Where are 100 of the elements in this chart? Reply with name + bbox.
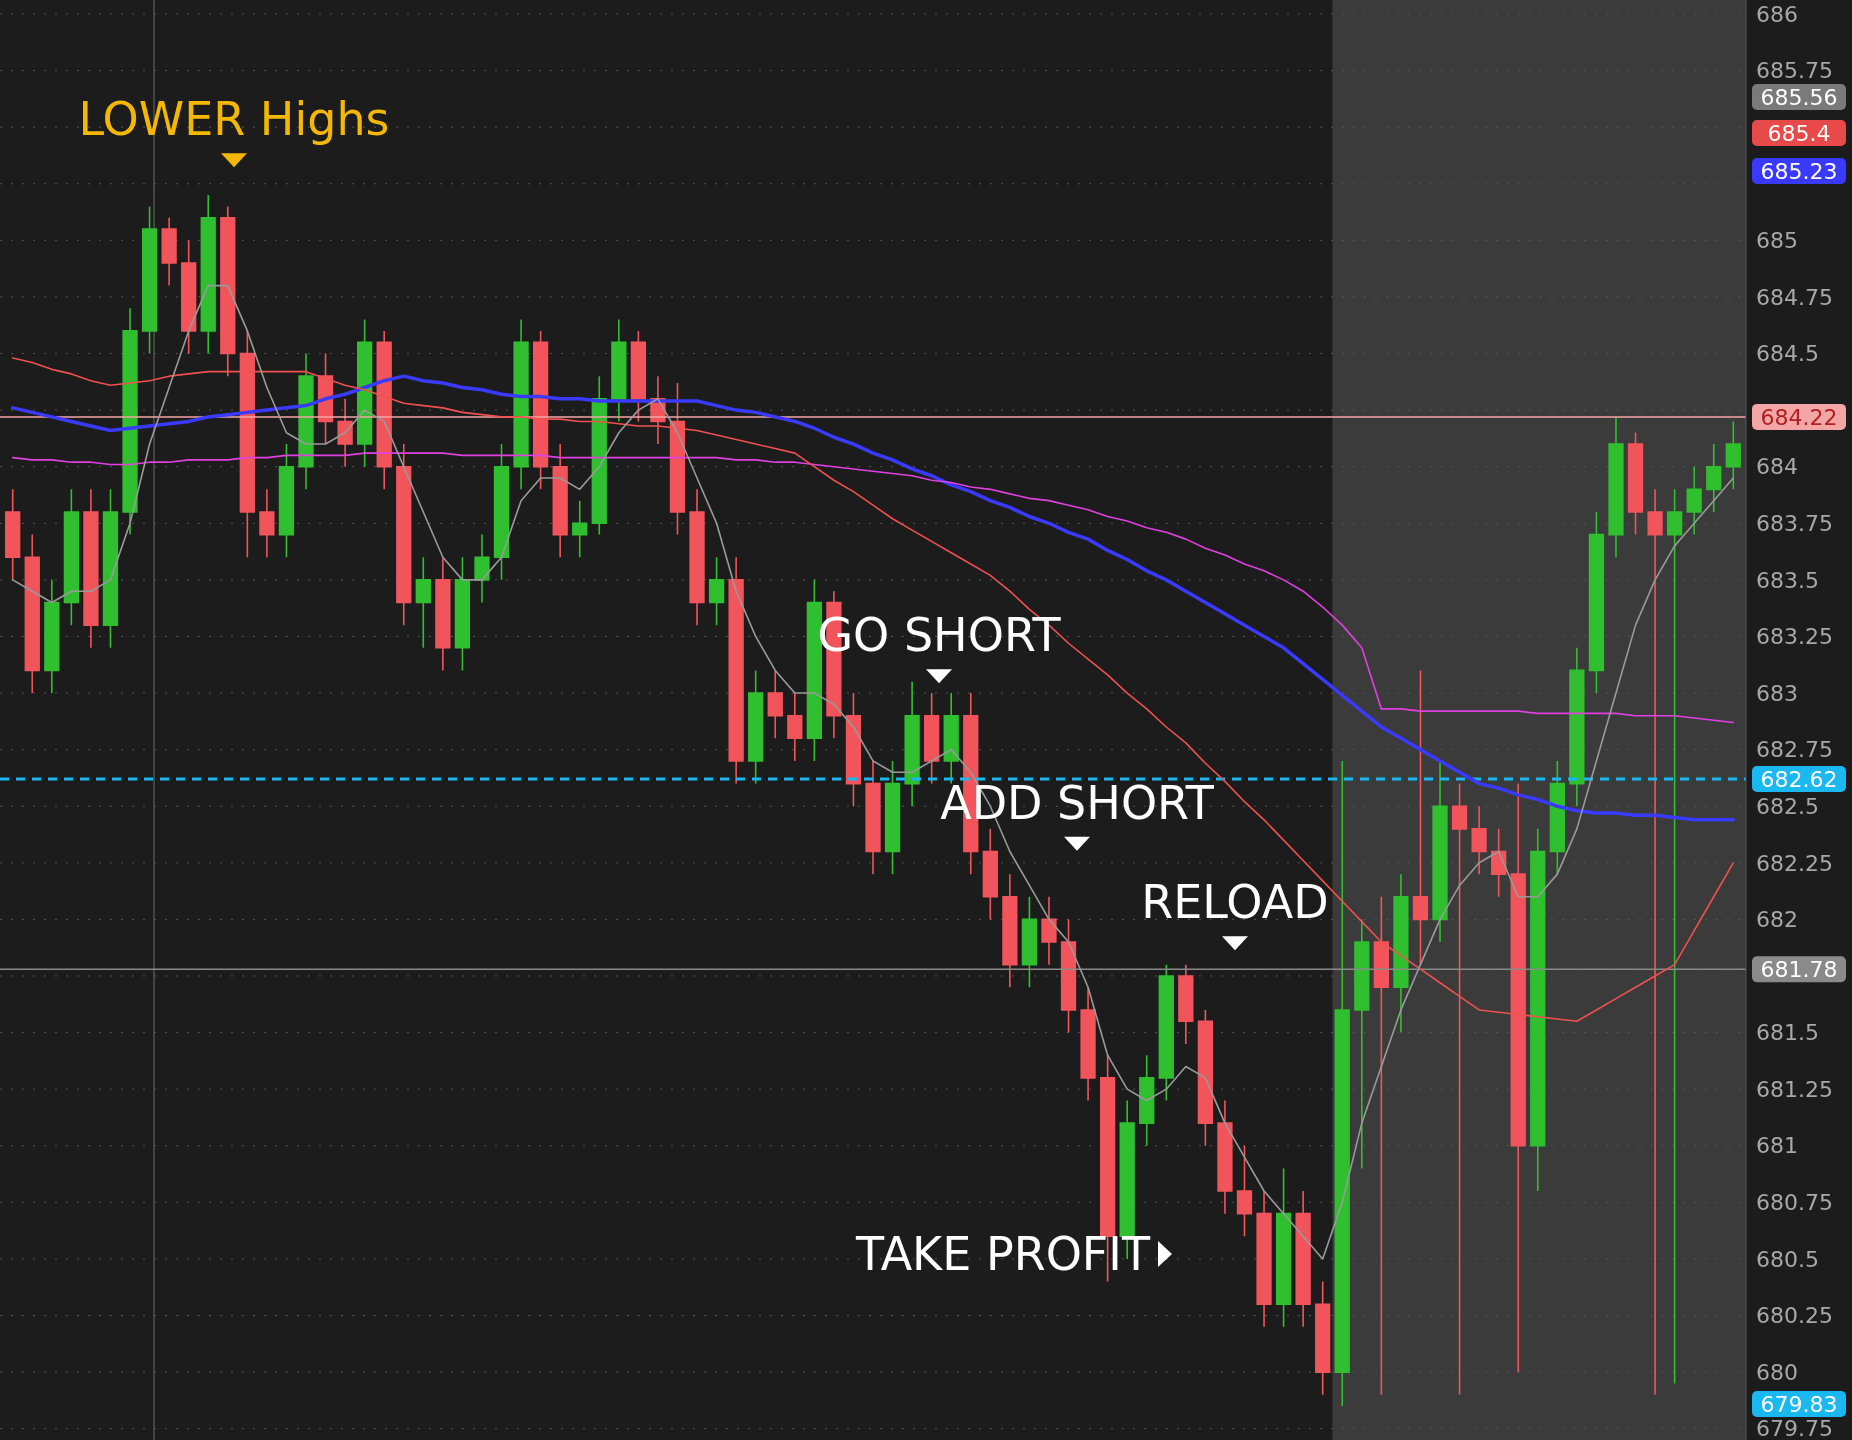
candlestick	[24, 533, 40, 694]
candlestick	[1627, 431, 1644, 536]
y-tick-label: 681.5	[1756, 1020, 1819, 1046]
candlestick	[904, 680, 920, 808]
y-tick-label: 684.75	[1756, 284, 1833, 310]
candlestick	[1608, 416, 1624, 559]
y-tick-label: 682	[1756, 907, 1798, 933]
candlestick	[259, 488, 275, 559]
candlestick	[122, 307, 138, 536]
y-tick-label: 685.75	[1756, 58, 1833, 84]
candlestick	[1549, 760, 1565, 875]
candlestick	[1158, 963, 1174, 1102]
annotation: RELOAD	[1141, 875, 1329, 930]
candlestick	[982, 828, 998, 921]
candlestick	[1666, 488, 1683, 1385]
candlestick	[1139, 1054, 1155, 1147]
candlestick	[1354, 918, 1370, 1170]
candlestick	[1706, 443, 1722, 513]
candlestick	[767, 669, 783, 740]
candlestick	[611, 318, 627, 423]
candlestick	[572, 499, 588, 559]
candlestick	[1725, 420, 1741, 491]
candlestick	[1315, 1280, 1331, 1396]
candlestick	[630, 330, 647, 423]
y-tick-label: 684.5	[1756, 341, 1819, 367]
y-tick-label: 680	[1756, 1359, 1798, 1385]
y-tick-label: 682.75	[1756, 737, 1833, 763]
candlestick	[787, 692, 803, 762]
candlestick	[1217, 1099, 1233, 1215]
y-tick-label: 684	[1756, 454, 1798, 480]
candlestick	[943, 692, 959, 785]
text: 685.56	[1760, 84, 1838, 110]
candlestick	[298, 352, 314, 491]
candlestick	[1393, 873, 1409, 1034]
y-tick-label: 686	[1756, 1, 1798, 27]
y-tick-label: 683.75	[1756, 510, 1833, 536]
y-tick-label: 683.5	[1756, 567, 1819, 593]
ref-line-label: 682.62	[1760, 766, 1838, 792]
candlestick	[708, 556, 725, 626]
candlestick	[669, 382, 686, 536]
candlestick	[513, 318, 529, 491]
candlestick	[1588, 511, 1605, 694]
candlestick	[200, 194, 216, 355]
ref-line-label: 684.22	[1760, 404, 1838, 430]
y-tick-label: 683.25	[1756, 624, 1833, 650]
y-tick-label: 680.25	[1756, 1303, 1833, 1329]
candlestick	[1471, 805, 1487, 875]
candlestick	[1080, 986, 1096, 1102]
candlestick	[1275, 1167, 1292, 1328]
line-series	[11, 452, 1735, 724]
candlestick	[161, 216, 177, 287]
candlestick	[102, 488, 119, 649]
candlestick	[845, 692, 862, 808]
candlestick	[1041, 895, 1057, 966]
candlestick	[924, 692, 940, 785]
candlestick	[181, 239, 197, 355]
y-tick-label: 681	[1756, 1133, 1798, 1159]
candlestick	[141, 205, 158, 355]
annotation: LOWER Highs	[78, 92, 390, 147]
candlestick	[1569, 646, 1585, 808]
y-tick-label: 680.75	[1756, 1190, 1833, 1216]
candlestick	[5, 488, 21, 581]
candlestick	[493, 443, 510, 581]
candlestick	[1432, 760, 1448, 943]
candlestick	[474, 533, 490, 604]
y-tick-label: 680.5	[1756, 1246, 1819, 1272]
candlestick	[1530, 828, 1546, 1192]
y-tick-label: 682.25	[1756, 850, 1833, 876]
y-tick-label: 683	[1756, 680, 1798, 706]
y-tick-label: 681.25	[1756, 1076, 1833, 1102]
candlestick	[1236, 1144, 1253, 1238]
candlestick	[1686, 465, 1702, 536]
candlestick	[1002, 873, 1018, 989]
candlestick	[83, 488, 99, 649]
candlestick	[1295, 1190, 1311, 1328]
candlestick	[552, 443, 568, 559]
y-tick-label: 682.5	[1756, 793, 1819, 819]
candlestick	[865, 760, 881, 875]
candlestick	[591, 375, 607, 536]
ref-line-label: 681.78	[1760, 956, 1838, 982]
text: 679.83	[1760, 1391, 1838, 1417]
candlestick	[396, 443, 412, 626]
candlestick	[435, 556, 451, 672]
candlestick	[1334, 760, 1350, 1407]
candlestick	[415, 556, 431, 649]
candlestick	[454, 556, 471, 672]
candlestick	[728, 556, 744, 785]
candlestick	[806, 579, 822, 762]
candlestick	[63, 488, 80, 626]
candlestick	[357, 318, 373, 468]
candlestick	[1021, 895, 1038, 989]
line-series	[10, 374, 1736, 822]
y-tick-label: 685	[1756, 228, 1798, 254]
candlestick	[689, 488, 705, 626]
candlestick	[278, 443, 295, 559]
text: 685.23	[1760, 158, 1838, 184]
candlestick	[1256, 1190, 1272, 1328]
candlestick	[748, 669, 764, 785]
candlestick	[1197, 1009, 1214, 1147]
candlestick	[44, 579, 60, 694]
